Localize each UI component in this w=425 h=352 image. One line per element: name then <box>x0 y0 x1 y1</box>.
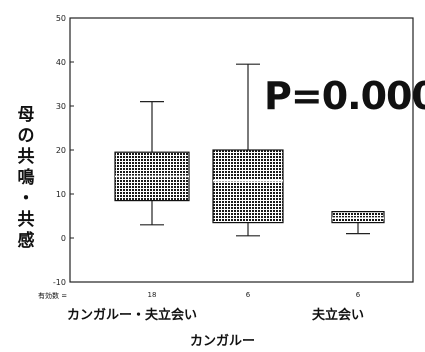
y-axis-label-char: 共 <box>17 147 35 167</box>
y-tick-label: 10 <box>56 190 66 199</box>
y-axis-label-char: 鳴 <box>17 168 35 188</box>
y-tick-label: 40 <box>56 58 66 67</box>
category-label-1: カンガルー・夫立会い <box>67 308 198 323</box>
category-label-3: 夫立会い <box>312 308 365 323</box>
y-axis: -10 0 10 20 30 40 50 <box>53 14 74 287</box>
n-title-label: 有効数 = <box>38 292 68 300</box>
y-axis-label-char: 感 <box>17 231 35 251</box>
p-value-annotation: P=0.000 <box>264 74 425 118</box>
y-axis-label-char: ・ <box>17 189 35 209</box>
box <box>212 149 284 224</box>
n-value-label: 18 <box>148 291 157 299</box>
y-tick-label: 20 <box>56 146 66 155</box>
y-tick-label: -10 <box>53 278 66 287</box>
y-axis-label-char: 共 <box>17 210 35 230</box>
n-value-label: 6 <box>356 291 361 299</box>
y-tick-label: 30 <box>56 102 66 111</box>
y-tick-label: 50 <box>56 14 66 23</box>
y-tick-label: 0 <box>61 234 66 243</box>
y-axis-label-char: の <box>17 126 35 146</box>
x-axis-label: カンガルー <box>190 334 256 349</box>
box <box>331 211 385 224</box>
y-axis-label-char: 母 <box>17 105 35 125</box>
boxes <box>114 63 385 237</box>
n-value-label: 6 <box>246 291 251 299</box>
n-labels: 18 6 6 <box>148 291 361 299</box>
